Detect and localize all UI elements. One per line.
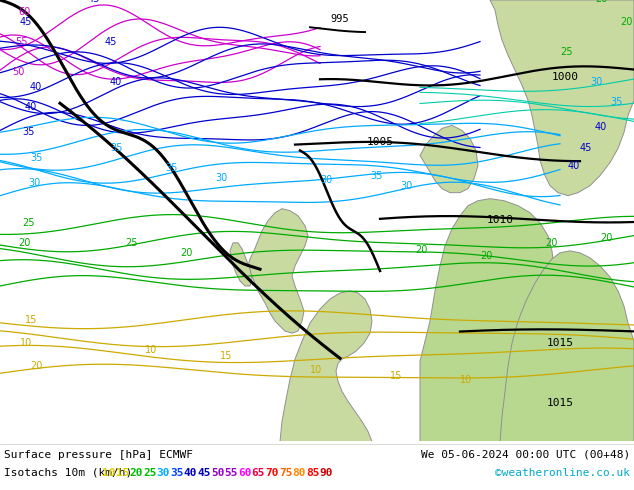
Text: 35: 35 <box>170 468 184 478</box>
Text: 1005: 1005 <box>366 138 394 147</box>
Polygon shape <box>280 291 372 441</box>
Text: 70: 70 <box>266 468 279 478</box>
Text: 60: 60 <box>238 468 252 478</box>
Text: 15: 15 <box>390 371 403 381</box>
Text: 20: 20 <box>620 17 632 27</box>
Text: 45: 45 <box>197 468 211 478</box>
Text: 995: 995 <box>330 14 349 24</box>
Text: 20: 20 <box>600 233 612 243</box>
Text: 40: 40 <box>30 82 42 92</box>
Text: 40: 40 <box>25 102 37 112</box>
Text: 30: 30 <box>590 77 602 87</box>
Text: 50: 50 <box>12 67 24 77</box>
Text: 30: 30 <box>157 468 170 478</box>
Text: 85: 85 <box>306 468 320 478</box>
Text: 25: 25 <box>560 47 573 57</box>
Text: 20: 20 <box>129 468 143 478</box>
Polygon shape <box>490 0 634 196</box>
Text: 10: 10 <box>102 468 115 478</box>
Text: 90: 90 <box>320 468 333 478</box>
Text: 30: 30 <box>215 172 227 183</box>
Text: 30: 30 <box>400 181 412 191</box>
Text: 1015: 1015 <box>547 338 574 348</box>
Text: 25: 25 <box>22 218 34 228</box>
Text: 75: 75 <box>279 468 292 478</box>
Text: 1000: 1000 <box>552 72 578 82</box>
Text: 20: 20 <box>480 251 493 261</box>
Polygon shape <box>420 198 554 441</box>
Text: 1010: 1010 <box>486 215 514 225</box>
Text: 40: 40 <box>110 77 122 87</box>
Text: 80: 80 <box>292 468 306 478</box>
Text: 35: 35 <box>110 143 122 152</box>
Text: 35: 35 <box>370 171 382 181</box>
Text: We 05-06-2024 00:00 UTC (00+48): We 05-06-2024 00:00 UTC (00+48) <box>421 450 630 460</box>
Text: 35: 35 <box>22 127 34 138</box>
Text: 20: 20 <box>30 361 42 371</box>
Text: 35: 35 <box>610 98 623 107</box>
Text: 50: 50 <box>211 468 224 478</box>
Text: 40: 40 <box>568 161 580 171</box>
Text: 15: 15 <box>116 468 129 478</box>
Text: 15: 15 <box>220 351 233 361</box>
Text: Surface pressure [hPa] ECMWF: Surface pressure [hPa] ECMWF <box>4 450 193 460</box>
Text: 60: 60 <box>18 7 30 17</box>
Text: 45: 45 <box>580 143 592 152</box>
Text: Isotachs 10m (km/h): Isotachs 10m (km/h) <box>4 468 133 478</box>
Text: 20: 20 <box>545 238 557 248</box>
Text: 45: 45 <box>25 0 37 2</box>
Text: 35: 35 <box>165 163 178 172</box>
Text: 20: 20 <box>415 245 427 255</box>
Text: 20: 20 <box>18 238 30 248</box>
Text: 20: 20 <box>595 0 607 4</box>
Text: 45: 45 <box>88 0 100 4</box>
Polygon shape <box>230 243 252 286</box>
Text: ©weatheronline.co.uk: ©weatheronline.co.uk <box>495 468 630 478</box>
Polygon shape <box>248 209 308 333</box>
Text: 65: 65 <box>252 468 265 478</box>
Text: 30: 30 <box>28 178 40 188</box>
Text: 45: 45 <box>105 37 117 47</box>
Text: 10: 10 <box>145 345 157 355</box>
Text: 1015: 1015 <box>547 398 574 408</box>
Text: 40: 40 <box>595 122 607 132</box>
Polygon shape <box>420 125 478 193</box>
Text: 25: 25 <box>143 468 157 478</box>
Text: 55: 55 <box>15 37 27 47</box>
Polygon shape <box>500 251 634 441</box>
Text: 55: 55 <box>224 468 238 478</box>
Text: 10: 10 <box>460 375 472 385</box>
Text: 25: 25 <box>125 238 138 248</box>
Text: 40: 40 <box>184 468 197 478</box>
Text: 30: 30 <box>320 174 332 185</box>
Text: 35: 35 <box>30 152 42 163</box>
Text: 20: 20 <box>180 248 192 258</box>
Text: 10: 10 <box>310 365 322 375</box>
Text: 45: 45 <box>20 17 32 27</box>
Text: 15: 15 <box>25 315 37 325</box>
Text: 10: 10 <box>20 338 32 348</box>
